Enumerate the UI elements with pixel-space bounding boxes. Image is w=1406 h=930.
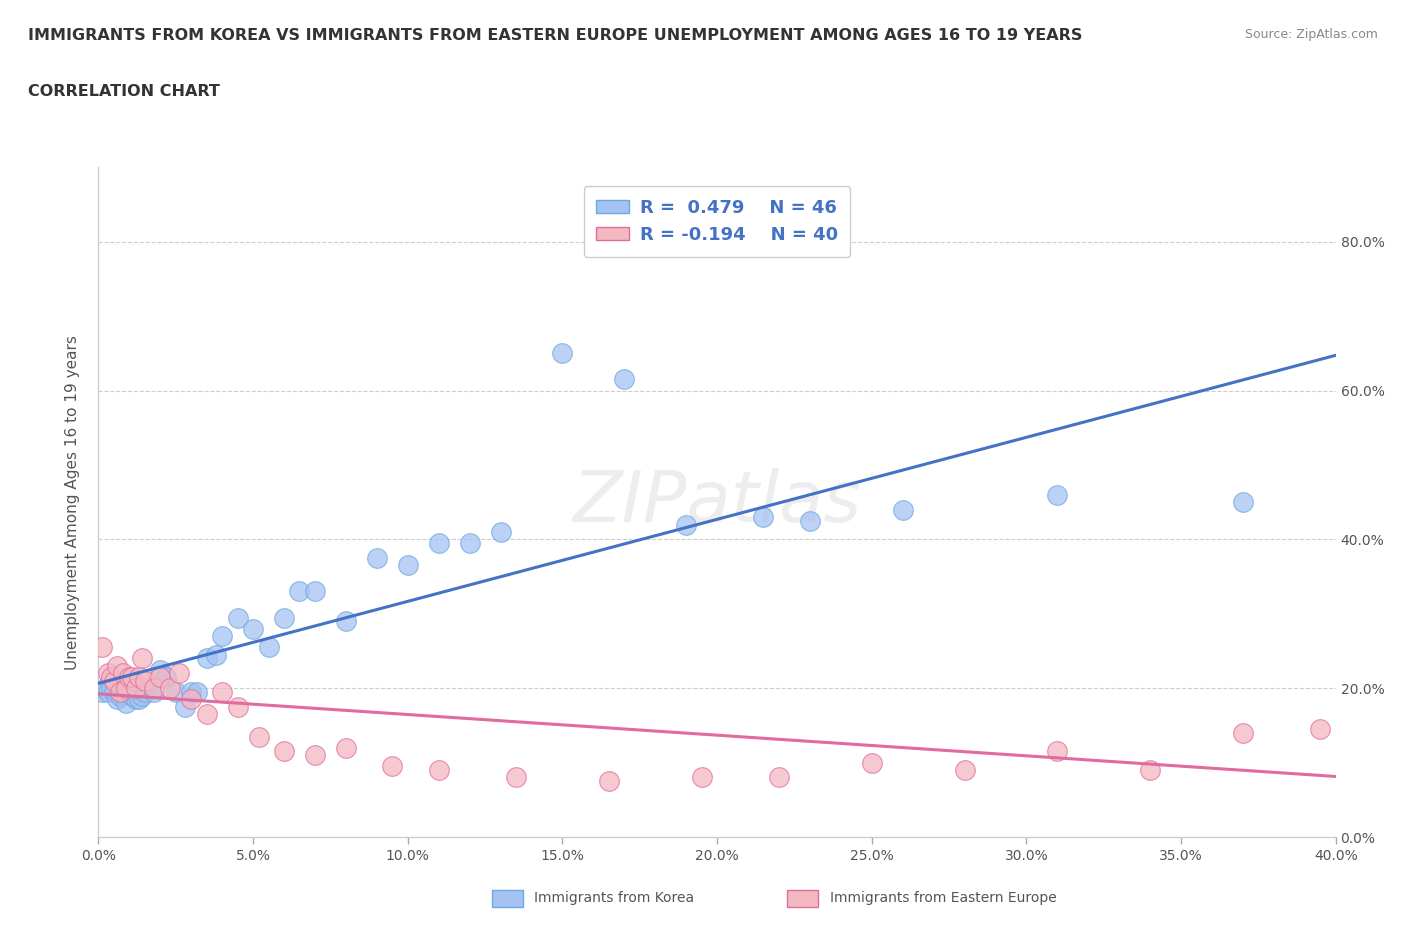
Point: [396, 558, 419, 573]
Point: [112, 666, 135, 681]
Point: [1232, 725, 1254, 740]
Point: [155, 670, 177, 684]
Point: [131, 688, 153, 703]
Point: [115, 696, 138, 711]
Point: [1386, 740, 1406, 755]
Point: [112, 684, 135, 699]
Point: [121, 670, 143, 684]
Text: ZIPatlas: ZIPatlas: [572, 468, 862, 537]
Point: [288, 584, 311, 599]
Text: IMMIGRANTS FROM KOREA VS IMMIGRANTS FROM EASTERN EUROPE UNEMPLOYMENT AMONG AGES : IMMIGRANTS FROM KOREA VS IMMIGRANTS FROM…: [28, 28, 1083, 43]
Point: [124, 692, 146, 707]
Point: [128, 692, 150, 707]
Point: [108, 688, 131, 703]
Point: [100, 670, 122, 684]
Point: [427, 763, 450, 777]
Point: [273, 744, 295, 759]
Point: [799, 513, 821, 528]
Point: [128, 670, 150, 684]
Point: [90, 684, 112, 699]
Point: [118, 684, 141, 699]
Text: Immigrants from Eastern Europe: Immigrants from Eastern Europe: [830, 891, 1056, 906]
Point: [304, 584, 326, 599]
Point: [93, 681, 115, 696]
Point: [458, 536, 481, 551]
Point: [613, 372, 636, 387]
Point: [551, 346, 574, 361]
Point: [131, 651, 153, 666]
Point: [143, 684, 166, 699]
Point: [768, 770, 790, 785]
Point: [180, 684, 202, 699]
Point: [211, 629, 233, 644]
Point: [1046, 487, 1069, 502]
Text: CORRELATION CHART: CORRELATION CHART: [28, 84, 219, 99]
Point: [90, 640, 112, 655]
Legend: R =  0.479    N = 46, R = -0.194    N = 40: R = 0.479 N = 46, R = -0.194 N = 40: [583, 187, 851, 257]
Point: [489, 525, 512, 539]
Point: [366, 551, 388, 565]
Point: [105, 692, 128, 707]
Point: [1232, 495, 1254, 510]
Point: [121, 688, 143, 703]
Point: [108, 684, 131, 699]
Point: [136, 681, 159, 696]
Point: [257, 640, 280, 655]
Point: [97, 684, 120, 699]
Y-axis label: Unemployment Among Ages 16 to 19 years: Unemployment Among Ages 16 to 19 years: [65, 335, 80, 670]
Point: [143, 681, 166, 696]
Point: [124, 681, 146, 696]
Point: [891, 502, 914, 517]
Point: [226, 699, 249, 714]
Point: [105, 658, 128, 673]
Point: [690, 770, 713, 785]
Point: [953, 763, 976, 777]
Point: [103, 673, 125, 688]
Point: [195, 651, 218, 666]
Point: [180, 692, 202, 707]
Point: [247, 729, 270, 744]
Point: [860, 755, 883, 770]
Point: [598, 774, 620, 789]
Point: [100, 681, 122, 696]
Point: [134, 684, 156, 699]
Point: [381, 759, 404, 774]
Point: [174, 699, 197, 714]
Point: [335, 614, 357, 629]
Point: [165, 684, 187, 699]
Point: [118, 670, 141, 684]
Point: [167, 666, 190, 681]
Point: [211, 684, 233, 699]
Text: Immigrants from Korea: Immigrants from Korea: [534, 891, 695, 906]
Point: [1046, 744, 1069, 759]
Point: [97, 666, 120, 681]
Point: [304, 748, 326, 763]
Point: [273, 610, 295, 625]
Text: Source: ZipAtlas.com: Source: ZipAtlas.com: [1244, 28, 1378, 41]
Point: [242, 621, 264, 636]
Point: [226, 610, 249, 625]
Point: [186, 684, 208, 699]
Point: [505, 770, 527, 785]
Point: [205, 647, 228, 662]
Point: [159, 681, 181, 696]
Point: [1139, 763, 1161, 777]
Point: [427, 536, 450, 551]
Point: [149, 662, 172, 677]
Point: [675, 517, 697, 532]
Point: [195, 707, 218, 722]
Point: [115, 681, 138, 696]
Point: [149, 670, 172, 684]
Point: [752, 510, 775, 525]
Point: [103, 684, 125, 699]
Point: [335, 740, 357, 755]
Point: [134, 673, 156, 688]
Point: [1309, 722, 1331, 737]
